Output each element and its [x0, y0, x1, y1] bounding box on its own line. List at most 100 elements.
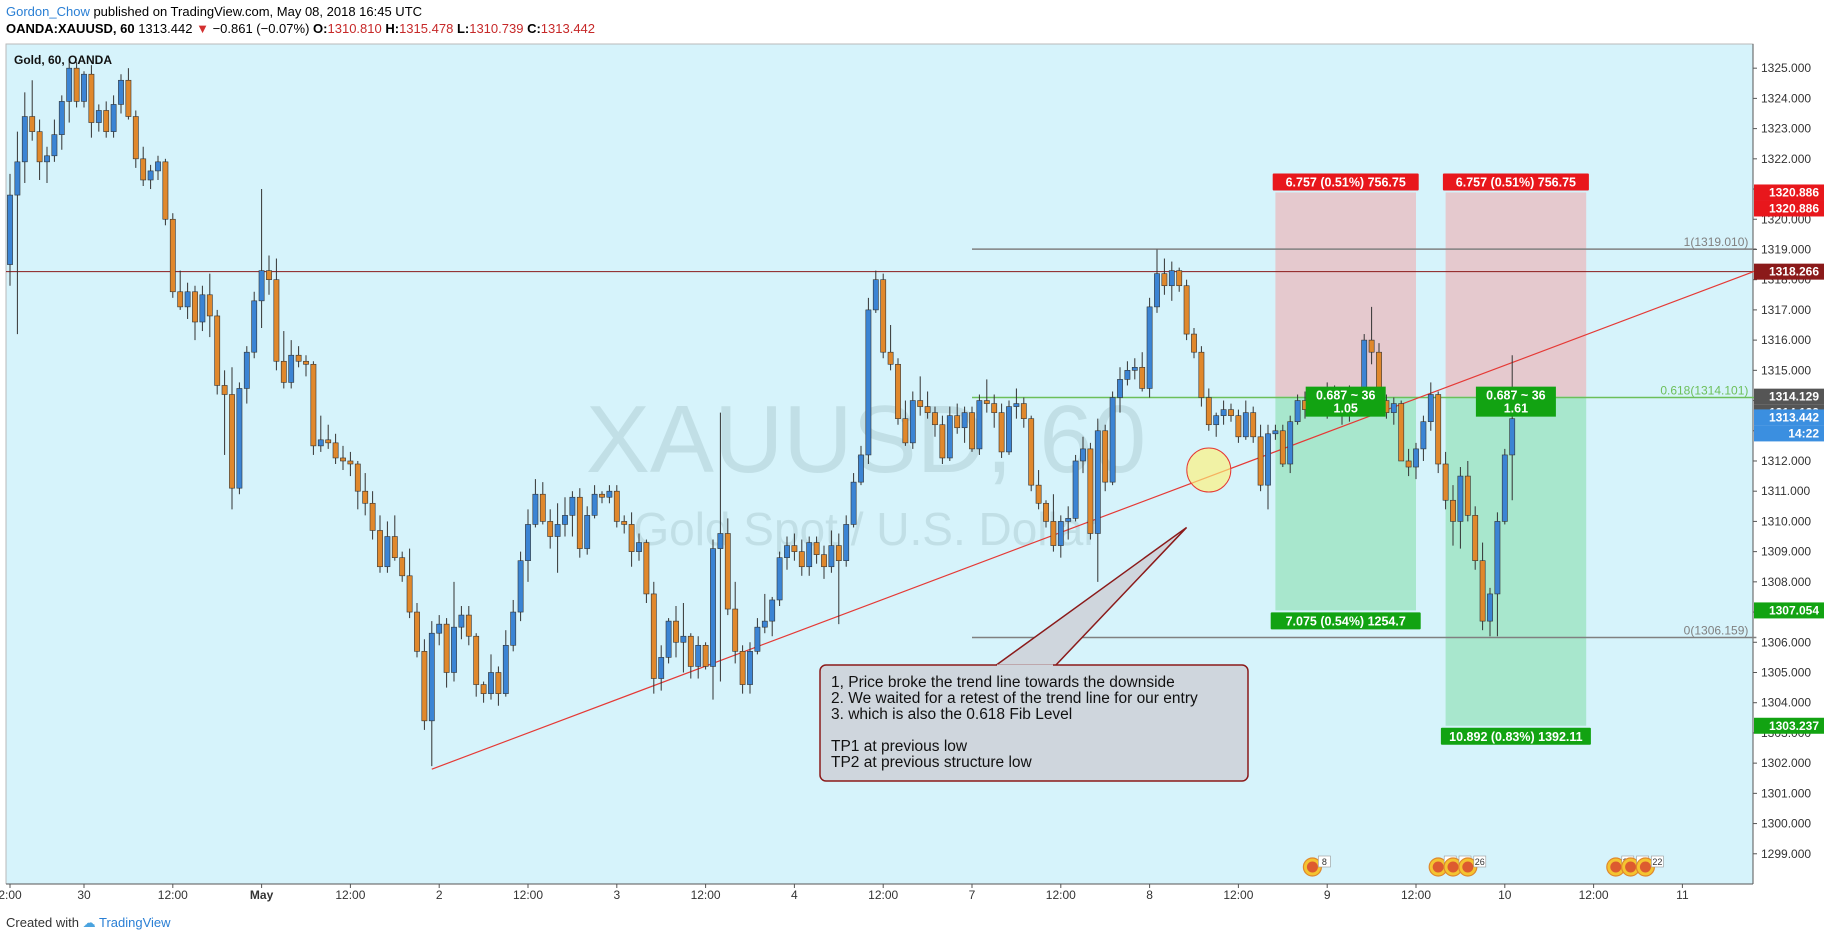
target-zone — [1445, 396, 1587, 726]
y-tick-label: 1306.000 — [1761, 635, 1811, 649]
x-tick-label: 2 — [436, 888, 443, 902]
candle-up — [436, 623, 443, 634]
candle-down — [1050, 521, 1057, 546]
fib-level-label: 1(1319.010) — [1684, 235, 1749, 249]
candle-up — [1287, 421, 1294, 465]
y-tick-label: 1316.000 — [1761, 333, 1811, 347]
candle-down — [724, 533, 731, 610]
x-tick-label: 12:00 — [513, 888, 543, 902]
candle-down — [473, 635, 480, 685]
y-tick-label: 1300.000 — [1761, 817, 1811, 831]
close-value: 1313.442 — [540, 21, 596, 36]
candle-up — [872, 279, 879, 311]
candle-up — [81, 73, 87, 102]
flag-center — [1639, 861, 1651, 873]
candle-down — [791, 545, 798, 552]
candle-up — [946, 415, 953, 459]
price-tag-box — [1754, 184, 1824, 201]
retest-highlight-circle — [1186, 447, 1232, 493]
time-axis-background — [0, 884, 1824, 904]
callout-line: TP1 at previous low — [831, 738, 968, 755]
trend-line — [431, 270, 1757, 770]
candle-up — [680, 635, 687, 643]
author-link[interactable]: Gordon_Chow — [6, 4, 90, 19]
x-tick-label: 30 — [77, 888, 91, 902]
y-tick-label: 1305.000 — [1761, 665, 1811, 679]
candle-up — [251, 300, 258, 353]
low-value: 1310.739 — [469, 21, 524, 36]
candle-up — [1109, 397, 1116, 483]
candle-up — [7, 194, 13, 265]
ratio-box — [1305, 386, 1386, 417]
candle-down — [1479, 560, 1486, 622]
high-label: H: — [385, 21, 400, 36]
candle-up — [1072, 460, 1079, 519]
x-tick-label: 9 — [1324, 888, 1331, 902]
candle-down — [140, 158, 147, 181]
candle-down — [1472, 515, 1479, 561]
fib-level-label: 0(1306.159) — [1684, 623, 1749, 637]
candle-down — [732, 608, 739, 652]
candle-up — [1413, 448, 1419, 468]
y-tick-label: 1324.000 — [1761, 91, 1811, 105]
candle-down — [266, 270, 272, 280]
candle-down — [214, 315, 221, 386]
candle-down — [798, 551, 805, 568]
candle-down — [36, 131, 43, 163]
position-tools[interactable] — [1275, 192, 1587, 726]
open-label: O: — [313, 21, 328, 36]
candle-down — [303, 360, 309, 365]
y-tick-label: 1299.000 — [1761, 847, 1811, 861]
flag-center — [1432, 861, 1444, 873]
candle-up — [184, 291, 191, 308]
candle-up — [858, 454, 864, 483]
candle-up — [384, 536, 391, 568]
candle-down — [88, 73, 95, 123]
flag-center — [1306, 861, 1318, 873]
candles — [7, 59, 1516, 767]
candle-down — [702, 644, 709, 667]
candle-up — [606, 490, 613, 498]
candle-up — [865, 309, 872, 456]
x-tick-label: 12:00 — [1579, 888, 1609, 902]
candle-up — [1487, 593, 1493, 622]
rr-label: 1.05 — [1334, 402, 1358, 416]
candle-up — [976, 400, 983, 450]
candle-down — [1198, 351, 1205, 398]
candle-up — [1094, 430, 1101, 534]
tradingview-link[interactable]: TradingView — [99, 915, 171, 930]
candle-up — [51, 134, 58, 157]
x-tick-label: 12:00 — [868, 888, 898, 902]
candle-up — [1420, 421, 1427, 450]
candle-up — [532, 493, 539, 525]
candle-up — [1057, 521, 1064, 546]
candle-down — [1368, 339, 1375, 353]
candle-up — [843, 524, 850, 561]
candle-up — [850, 481, 857, 525]
price-tag-box — [1754, 602, 1824, 619]
candle-down — [1028, 418, 1035, 486]
candle-up — [21, 116, 28, 163]
overlay-labels[interactable]: 6.757 (0.51%) 756.750.687 ~ 361.057.075 … — [819, 173, 1664, 877]
candle-down — [1191, 333, 1197, 353]
candle-down — [169, 218, 176, 293]
low-label: L: — [456, 21, 470, 36]
event-count: 22 — [1652, 857, 1662, 867]
candle-down — [650, 593, 657, 679]
candle-down — [539, 493, 546, 522]
event-count-box — [1318, 855, 1331, 868]
x-tick-label: 12:00 — [1401, 888, 1431, 902]
stop-zone — [1275, 192, 1416, 397]
candle-down — [739, 651, 746, 685]
candle-down — [29, 116, 36, 132]
candle-down — [414, 611, 420, 652]
candle-down — [206, 294, 213, 317]
candle-down — [547, 521, 554, 537]
candle-up — [1006, 406, 1012, 453]
candle-down — [347, 460, 354, 465]
candle-up — [769, 599, 776, 622]
price-tag-box — [1754, 409, 1824, 426]
ratio-label: 0.687 ~ 36 — [1316, 389, 1375, 403]
candle-up — [1131, 367, 1138, 371]
